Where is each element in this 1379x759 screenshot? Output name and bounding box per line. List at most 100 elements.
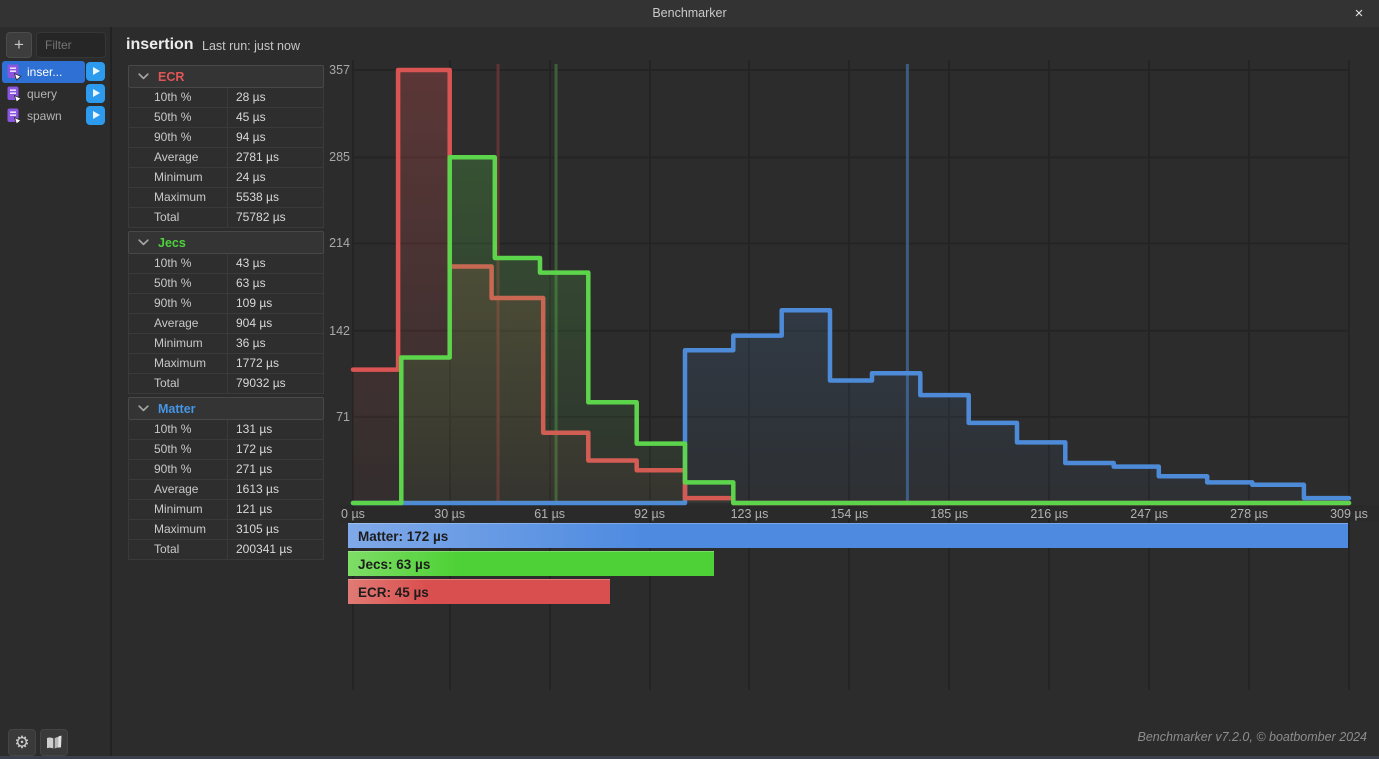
stats-section-header-ecr[interactable]: ECR bbox=[128, 65, 324, 88]
benchmark-label: query bbox=[27, 87, 58, 101]
stat-label: Minimum bbox=[129, 334, 228, 353]
stat-value: 121 µs bbox=[236, 502, 273, 516]
stat-label: 90th % bbox=[129, 460, 228, 479]
gridline-vertical bbox=[1048, 60, 1051, 690]
y-axis-tick-label: 142 bbox=[329, 323, 350, 338]
stats-row: Average 1613 µs bbox=[128, 480, 324, 500]
plot-area bbox=[350, 64, 1352, 506]
add-benchmark-button[interactable]: + bbox=[6, 32, 32, 58]
script-icon bbox=[7, 86, 22, 103]
main-panel: insertion Last run: just now ECR 10th % 28… bbox=[112, 27, 1379, 759]
chevron-down-icon bbox=[138, 239, 149, 246]
stat-value: 271 µs bbox=[236, 462, 273, 476]
benchmark-label: inser... bbox=[27, 65, 63, 79]
page-title: insertion bbox=[126, 36, 194, 53]
stats-section-body: 10th % 131 µs 50th % 172 µs 90th % 271 µs Aver… bbox=[128, 420, 324, 560]
stat-value: 79032 µs bbox=[236, 376, 286, 390]
gridline-vertical bbox=[1148, 60, 1151, 690]
settings-button[interactable]: ⚙ bbox=[8, 729, 36, 756]
run-benchmark-button[interactable] bbox=[86, 62, 105, 81]
series-area-jecs bbox=[353, 157, 1349, 504]
stat-label: 50th % bbox=[129, 108, 228, 127]
selected-highlight bbox=[2, 61, 85, 83]
x-axis-tick-label: 0 µs bbox=[341, 507, 365, 521]
stats-row: 50th % 45 µs bbox=[128, 108, 324, 128]
stat-label: 10th % bbox=[129, 88, 228, 107]
stat-label: Minimum bbox=[129, 500, 228, 519]
stats-row: 10th % 131 µs bbox=[128, 420, 324, 440]
stat-label: Total bbox=[129, 540, 228, 559]
legend-bar-matter: Matter: 172 µs bbox=[348, 523, 1348, 548]
stat-label: Total bbox=[129, 208, 228, 227]
benchmark-label: spawn bbox=[27, 109, 62, 123]
stat-label: Maximum bbox=[129, 188, 228, 207]
legend-label: Jecs: 63 µs bbox=[358, 557, 431, 572]
stat-value: 63 µs bbox=[236, 276, 266, 290]
x-axis-tick-label: 247 µs bbox=[1130, 507, 1169, 521]
stats-section-name: ECR bbox=[158, 69, 185, 84]
stat-label: Total bbox=[129, 374, 228, 393]
stat-label: Average bbox=[129, 148, 228, 167]
stat-value: 45 µs bbox=[236, 110, 266, 124]
filter-input[interactable] bbox=[36, 32, 106, 58]
x-axis-tick-label: 92 µs bbox=[634, 507, 665, 521]
close-icon[interactable]: × bbox=[1354, 5, 1364, 22]
legend-bar-ecr: ECR: 45 µs bbox=[348, 579, 610, 604]
sidebar-item-spawn[interactable]: spawn bbox=[0, 106, 108, 126]
chevron-down-icon bbox=[138, 405, 149, 412]
gear-icon: ⚙ bbox=[14, 733, 30, 752]
stat-label: Average bbox=[129, 480, 228, 499]
stats-row: Minimum 36 µs bbox=[128, 334, 324, 354]
gridline-vertical bbox=[748, 60, 751, 690]
stats-row: Maximum 1772 µs bbox=[128, 354, 324, 374]
stats-section-body: 10th % 43 µs 50th % 63 µs 90th % 109 µs Averag… bbox=[128, 254, 324, 394]
stat-value: 75782 µs bbox=[236, 210, 286, 224]
sidebar-item-query[interactable]: query bbox=[0, 84, 108, 104]
stats-row: 50th % 63 µs bbox=[128, 274, 324, 294]
stat-value: 131 µs bbox=[236, 422, 273, 436]
stat-label: Maximum bbox=[129, 520, 228, 539]
y-axis-tick-label: 285 bbox=[329, 150, 350, 165]
gridline-vertical bbox=[1348, 60, 1350, 690]
gridline-vertical bbox=[848, 60, 851, 690]
stat-label: Average bbox=[129, 314, 228, 333]
stats-section-header-jecs[interactable]: Jecs bbox=[128, 231, 324, 254]
series-line-matter bbox=[350, 307, 1352, 506]
stats-row: Minimum 121 µs bbox=[128, 500, 324, 520]
footer-credits: Benchmarker v7.2.0, © boatbomber 2024 bbox=[1137, 730, 1367, 744]
x-axis-tick-label: 309 µs bbox=[1330, 507, 1368, 521]
series-area-matter bbox=[353, 310, 1349, 503]
x-axis-tick-label: 185 µs bbox=[930, 507, 969, 521]
stats-section-header-matter[interactable]: Matter bbox=[128, 397, 324, 420]
stat-value: 3105 µs bbox=[236, 522, 279, 536]
x-axis-tick-label: 61 µs bbox=[534, 507, 566, 521]
series-line-jecs bbox=[350, 155, 1352, 506]
stats-row: Total 200341 µs bbox=[128, 540, 324, 560]
chevron-down-icon bbox=[138, 73, 149, 80]
benchmark-list: inser... query spawn bbox=[0, 61, 108, 128]
sidebar-item-inser[interactable]: inser... bbox=[0, 61, 108, 83]
stats-row: Total 75782 µs bbox=[128, 208, 324, 228]
gridline-vertical bbox=[948, 60, 951, 690]
x-axis-tick-label: 123 µs bbox=[730, 507, 769, 521]
script-icon bbox=[7, 108, 22, 125]
stats-section-body: 10th % 28 µs 50th % 45 µs 90th % 94 µs Average… bbox=[128, 88, 324, 228]
stats-row: Total 79032 µs bbox=[128, 374, 324, 394]
x-axis-tick-label: 30 µs bbox=[434, 507, 466, 521]
script-icon bbox=[7, 64, 22, 81]
docs-button[interactable] bbox=[40, 729, 68, 756]
stat-value: 1613 µs bbox=[236, 482, 279, 496]
legend-label: ECR: 45 µs bbox=[358, 585, 429, 600]
run-benchmark-button[interactable] bbox=[86, 84, 105, 103]
stats-row: Minimum 24 µs bbox=[128, 168, 324, 188]
stat-value: 94 µs bbox=[236, 130, 266, 144]
content: + inser... query spawn ⚙ bbox=[0, 27, 1379, 759]
x-axis-tick-label: 278 µs bbox=[1230, 507, 1268, 521]
window-bottom-edge bbox=[0, 756, 1379, 759]
stat-label: 90th % bbox=[129, 294, 228, 313]
titlebar: Benchmarker × bbox=[0, 0, 1379, 27]
run-benchmark-button[interactable] bbox=[86, 106, 105, 125]
stat-value: 5538 µs bbox=[236, 190, 279, 204]
play-icon bbox=[93, 67, 100, 75]
